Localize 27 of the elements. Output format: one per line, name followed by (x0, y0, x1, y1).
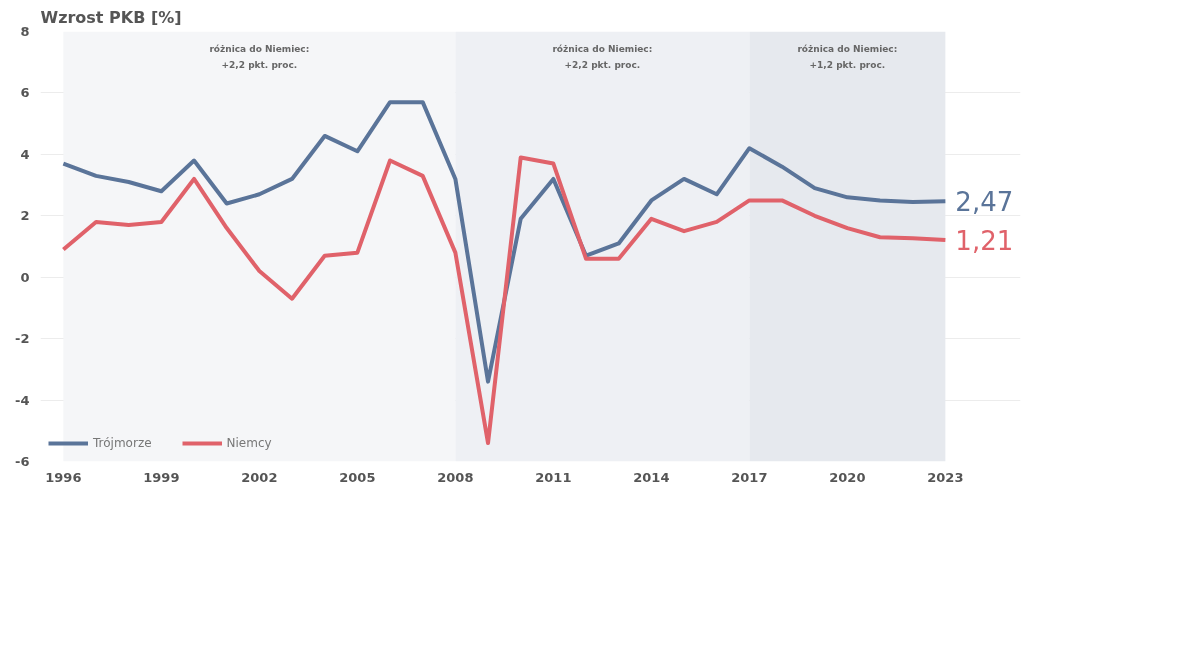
legend-label: Niemcy (226, 436, 272, 450)
x-tick-label: 2020 (829, 469, 866, 485)
y-tick-label: 4 (20, 146, 30, 162)
x-tick-label: 2005 (339, 469, 376, 485)
y-tick-label: -2 (15, 331, 30, 347)
y-tick-label: -6 (15, 454, 30, 469)
data-label: 2,47 (955, 187, 1014, 218)
x-tick-label: 1999 (143, 469, 180, 485)
x-tick-label: 1996 (45, 469, 82, 485)
x-tick-label: 2008 (437, 469, 474, 485)
y-tick-label: 0 (20, 269, 30, 285)
data-label: 1,21 (955, 226, 1014, 257)
chart-title: Wzrost PKB [%] (40, 7, 182, 27)
y-tick-label: 8 (20, 24, 30, 39)
y-tick-label: -4 (15, 392, 30, 408)
x-tick-label: 2014 (633, 469, 670, 485)
band-label: różnica do Niemiec: +2,2 pkt. proc. (552, 43, 653, 70)
x-tick-label: 2017 (731, 469, 768, 485)
x-tick-label: 2023 (927, 469, 964, 485)
y-tick-label: 2 (20, 208, 30, 224)
line-series (61, 100, 948, 384)
band-label: różnica do Niemiec: +1,2 pkt. proc. (797, 43, 898, 70)
y-tick-label: 6 (20, 85, 30, 101)
legend-label: Trójmorze (93, 436, 152, 450)
band-label: różnica do Niemiec: +2,2 pkt. proc. (209, 43, 310, 70)
x-tick-label: 2011 (535, 469, 572, 485)
x-tick-label: 2002 (241, 469, 278, 485)
